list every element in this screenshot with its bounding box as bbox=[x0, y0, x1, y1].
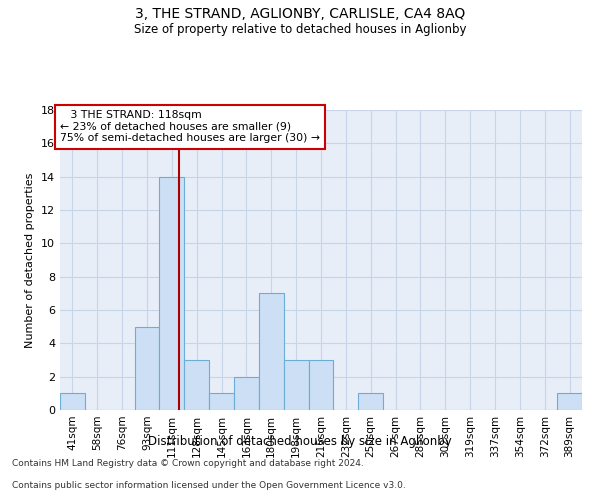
Bar bbox=[184, 360, 209, 410]
Bar bbox=[234, 376, 259, 410]
Bar bbox=[557, 394, 582, 410]
Text: 3, THE STRAND, AGLIONBY, CARLISLE, CA4 8AQ: 3, THE STRAND, AGLIONBY, CARLISLE, CA4 8… bbox=[135, 8, 465, 22]
Text: Contains HM Land Registry data © Crown copyright and database right 2024.: Contains HM Land Registry data © Crown c… bbox=[12, 458, 364, 468]
Text: Size of property relative to detached houses in Aglionby: Size of property relative to detached ho… bbox=[134, 22, 466, 36]
Text: Contains public sector information licensed under the Open Government Licence v3: Contains public sector information licen… bbox=[12, 481, 406, 490]
Y-axis label: Number of detached properties: Number of detached properties bbox=[25, 172, 35, 348]
Bar bbox=[358, 394, 383, 410]
Text: 3 THE STRAND: 118sqm
← 23% of detached houses are smaller (9)
75% of semi-detach: 3 THE STRAND: 118sqm ← 23% of detached h… bbox=[60, 110, 320, 143]
Bar bbox=[259, 294, 284, 410]
Bar bbox=[308, 360, 334, 410]
Bar bbox=[160, 176, 184, 410]
Bar bbox=[134, 326, 160, 410]
Bar bbox=[284, 360, 308, 410]
Bar bbox=[209, 394, 234, 410]
Bar bbox=[60, 394, 85, 410]
Text: Distribution of detached houses by size in Aglionby: Distribution of detached houses by size … bbox=[148, 435, 452, 448]
